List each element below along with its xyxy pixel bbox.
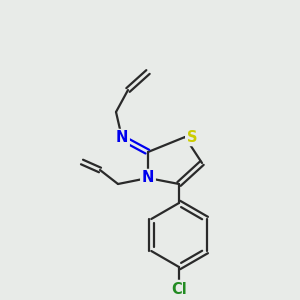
Text: Cl: Cl bbox=[171, 281, 187, 296]
Text: N: N bbox=[142, 170, 154, 185]
Text: S: S bbox=[187, 130, 197, 145]
Text: N: N bbox=[116, 130, 128, 146]
